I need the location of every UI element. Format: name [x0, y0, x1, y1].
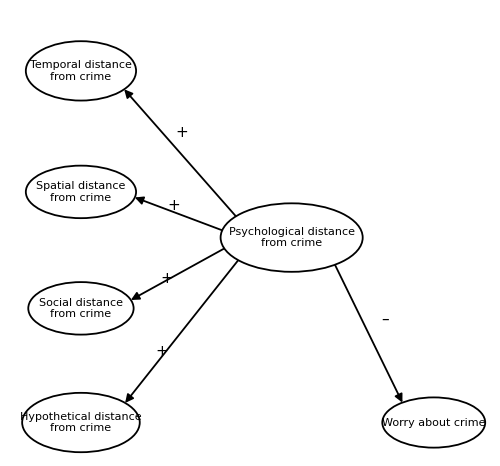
Ellipse shape: [26, 165, 136, 218]
Text: Psychological distance
from crime: Psychological distance from crime: [228, 227, 354, 248]
Text: Spatial distance
from crime: Spatial distance from crime: [36, 181, 126, 203]
Text: +: +: [156, 344, 168, 359]
Text: +: +: [175, 125, 188, 140]
Text: Worry about crime: Worry about crime: [382, 418, 486, 427]
Ellipse shape: [22, 393, 140, 452]
Ellipse shape: [28, 282, 134, 335]
Text: +: +: [168, 198, 180, 213]
Text: +: +: [160, 271, 173, 286]
Ellipse shape: [220, 203, 362, 272]
Text: Temporal distance
from crime: Temporal distance from crime: [30, 60, 132, 82]
Ellipse shape: [26, 41, 136, 101]
Text: –: –: [381, 312, 388, 327]
Ellipse shape: [382, 397, 485, 448]
Text: Social distance
from crime: Social distance from crime: [39, 298, 123, 319]
Text: Hypothetical distance
from crime: Hypothetical distance from crime: [20, 412, 142, 433]
